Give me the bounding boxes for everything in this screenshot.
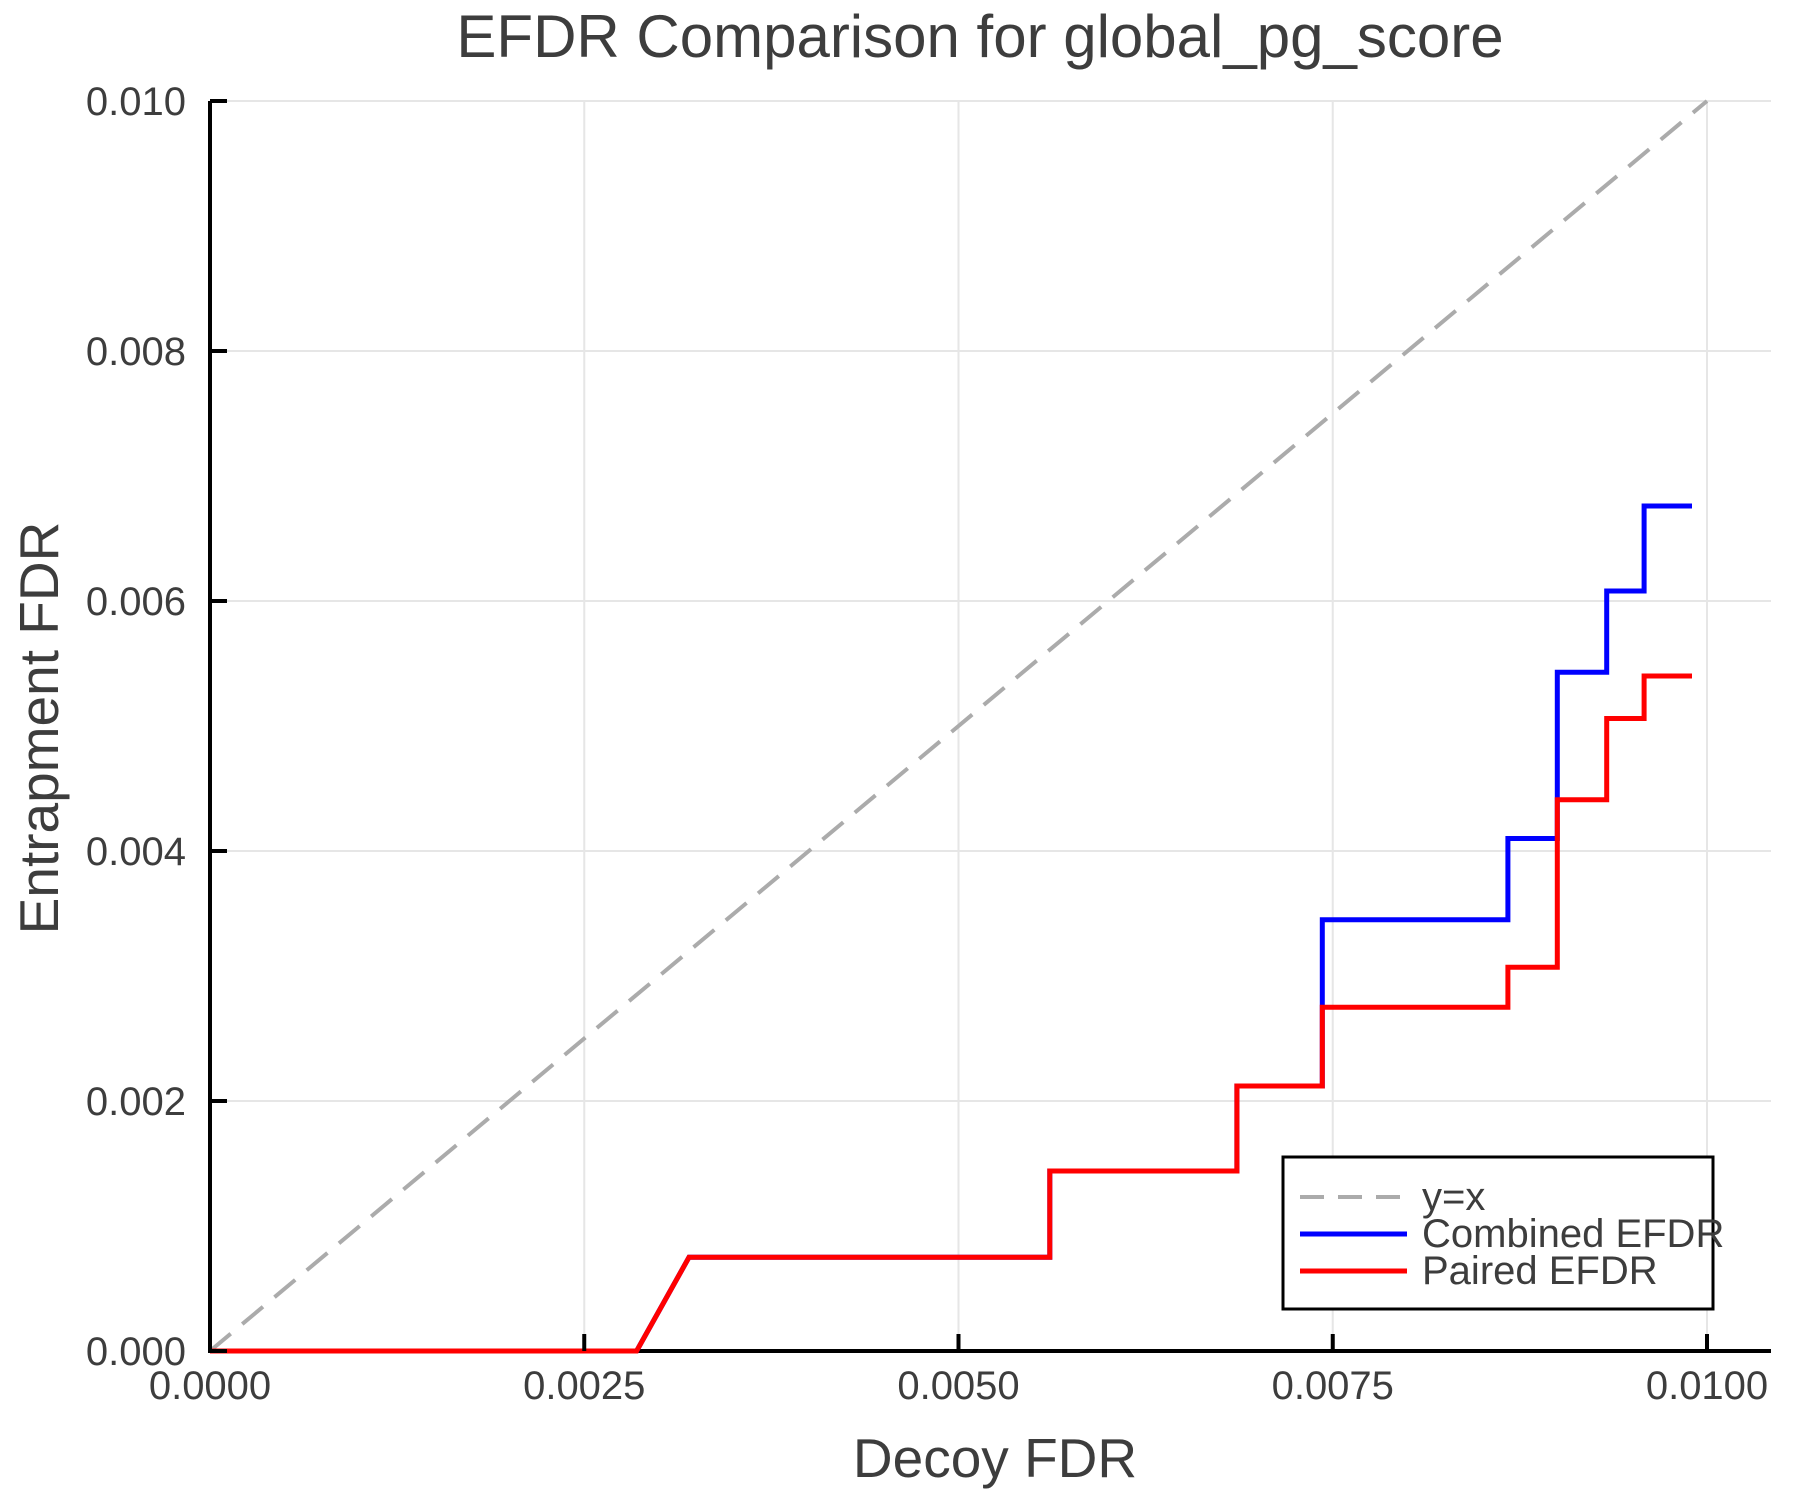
- x-tick-label-0.0100: 0.0100: [1646, 1364, 1768, 1408]
- y-tick-label-0.010: 0.010: [86, 80, 186, 124]
- grid-layer: [210, 100, 1771, 1351]
- y-tick-label-0.004: 0.004: [86, 830, 186, 874]
- y-tick-label-0.000: 0.000: [86, 1330, 186, 1374]
- legend-label-combined-efdr: Combined EFDR: [1422, 1212, 1724, 1256]
- x-tick-label-0.0025: 0.0025: [523, 1364, 645, 1408]
- y-tick-label-0.002: 0.002: [86, 1080, 186, 1124]
- x-tick-label-0.0075: 0.0075: [1272, 1364, 1394, 1408]
- legend-label-y-x: y=x: [1422, 1175, 1485, 1219]
- x-tick-label-0.0050: 0.0050: [897, 1364, 1019, 1408]
- legend-label-paired-efdr: Paired EFDR: [1422, 1249, 1658, 1293]
- series-line-paired-efdr: [210, 673, 1692, 1354]
- series-layer: [208, 99, 1709, 1354]
- series-line-y-x: [208, 99, 1709, 1353]
- tick-marks: [208, 99, 1709, 1353]
- x-tick-label-0.0000: 0.0000: [149, 1364, 271, 1408]
- y-tick-label-0.006: 0.006: [86, 580, 186, 624]
- y-tick-label-0.008: 0.008: [86, 330, 186, 374]
- y-axis-label: Entrapment FDR: [8, 522, 70, 935]
- x-axis-label: Decoy FDR: [853, 1427, 1137, 1489]
- tick-labels: 0.0000 0.0025 0.0050 0.0075 0.0100 0.000 0.002…: [86, 80, 1768, 1408]
- chart-title: EFDR Comparison for global_pg_score: [456, 3, 1503, 70]
